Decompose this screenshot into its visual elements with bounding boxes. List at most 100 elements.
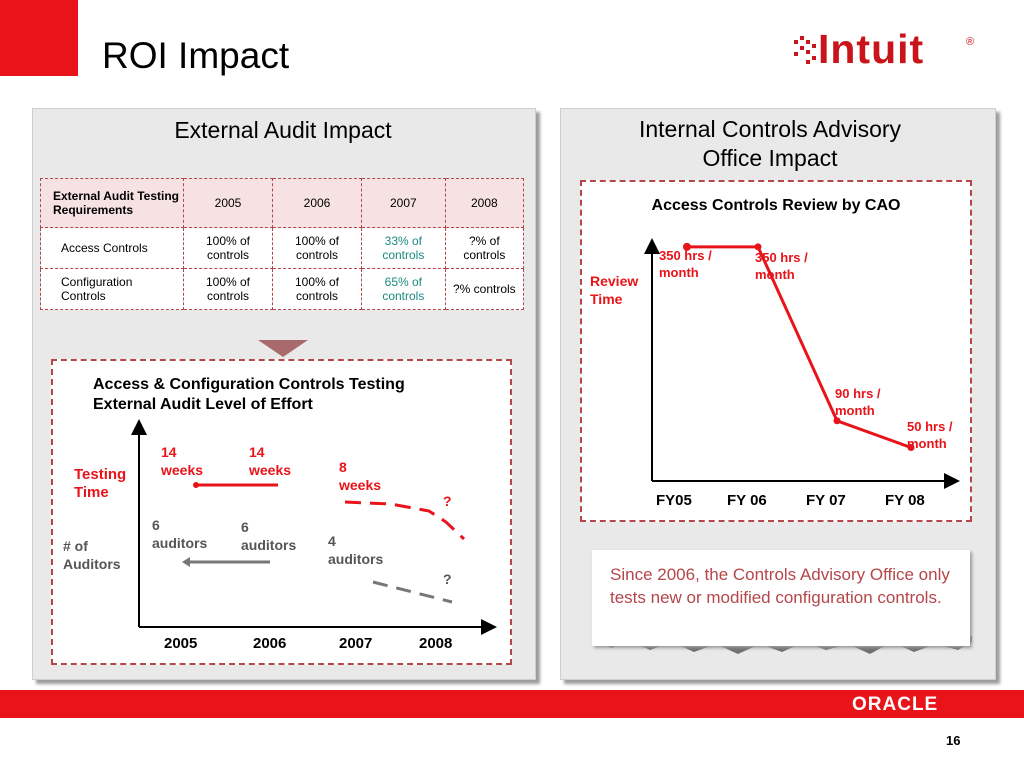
point-label-fy06: 350 hrs / month bbox=[755, 249, 808, 283]
cao-y-label-line: Review bbox=[590, 273, 639, 289]
table-row: Access Controls 100% of controls 100% of… bbox=[40, 227, 525, 269]
weeks-2007-label: 8 weeks bbox=[339, 458, 381, 494]
testing-time-point bbox=[193, 482, 199, 488]
access-controls-box bbox=[580, 180, 972, 522]
point-label-line: 350 hrs / bbox=[755, 250, 808, 265]
table-header-cell: 2006 bbox=[272, 178, 362, 228]
row-label: Access Controls bbox=[40, 227, 184, 269]
annotation-line: 14 bbox=[249, 444, 265, 460]
effort-x-tick: 2006 bbox=[253, 635, 287, 652]
heading-line-1: Internal Controls Advisory bbox=[638, 116, 902, 142]
oracle-logo: ORACLE bbox=[852, 694, 939, 715]
footer-bar bbox=[0, 690, 1024, 718]
point-label-fy05: 350 hrs / month bbox=[659, 247, 712, 281]
cao-chart bbox=[644, 238, 960, 489]
auditors-label-line: Auditors bbox=[63, 556, 121, 572]
cao-x-tick: FY05 bbox=[656, 492, 692, 509]
point-label-fy08: 50 hrs / month bbox=[907, 418, 953, 452]
cao-x-tick: FY 06 bbox=[727, 492, 767, 509]
table-header-cell: 2007 bbox=[361, 178, 446, 228]
annotation-line: 6 bbox=[152, 517, 160, 533]
cao-data-point bbox=[907, 444, 915, 452]
annotation-line: weeks bbox=[339, 477, 382, 493]
table-cell: 65% of controls bbox=[361, 268, 446, 310]
table-header-row: External Audit Testing Requirements 2005… bbox=[40, 178, 525, 228]
table-cell: ?% of controls bbox=[444, 227, 525, 269]
auditors-label: # of Auditors bbox=[63, 537, 121, 573]
annotation-line: auditors bbox=[152, 535, 208, 551]
table-header-cell: External Audit Testing Requirements bbox=[40, 178, 184, 228]
intuit-logo: Intuit bbox=[818, 26, 925, 72]
registered-mark: ® bbox=[966, 36, 975, 48]
table-cell: 100% of controls bbox=[183, 227, 273, 269]
auditors-2005-label: 6 auditors bbox=[152, 516, 207, 552]
point-label-line: month bbox=[755, 267, 795, 282]
effort-x-tick: 2008 bbox=[419, 635, 453, 652]
audit-requirements-table: External Audit Testing Requirements 2005… bbox=[40, 178, 525, 310]
annotation-line: 14 bbox=[161, 444, 177, 460]
annotation-line: auditors bbox=[328, 551, 384, 567]
effort-chart bbox=[131, 419, 497, 635]
slide-title: ROI Impact bbox=[102, 35, 290, 76]
weeks-2005-label: 14 weeks bbox=[161, 443, 203, 479]
table-cell: ?% controls bbox=[444, 268, 525, 310]
point-label-fy07: 90 hrs / month bbox=[835, 385, 881, 419]
auditors-2007-label: 4 auditors bbox=[328, 532, 383, 568]
intuit-logo-mark-icon bbox=[794, 36, 816, 64]
auditors-unknown: ? bbox=[443, 571, 452, 587]
testing-time-label-line: Time bbox=[74, 484, 109, 501]
point-label-line: month bbox=[907, 436, 947, 451]
testing-time-unknown: ? bbox=[443, 493, 452, 509]
auditors-2006-label: 6 auditors bbox=[241, 518, 296, 554]
cao-y-label-line: Time bbox=[590, 291, 623, 307]
down-arrow-icon bbox=[258, 340, 308, 357]
weeks-2006-label: 14 weeks bbox=[249, 443, 291, 479]
effort-x-tick: 2005 bbox=[164, 635, 198, 652]
annotation-line: weeks bbox=[161, 462, 204, 478]
testing-time-label-line: Testing bbox=[74, 466, 127, 483]
auditors-label-line: # of bbox=[63, 538, 88, 554]
cao-data-point bbox=[833, 417, 841, 425]
point-label-line: month bbox=[835, 403, 875, 418]
point-label-line: month bbox=[659, 265, 699, 280]
testing-time-projection bbox=[344, 500, 466, 541]
testing-time-label: Testing Time bbox=[74, 466, 126, 502]
effort-x-tick: 2007 bbox=[339, 635, 373, 652]
effort-title-line-1: Access & Configuration Controls Testing bbox=[93, 376, 405, 393]
point-label-line: 350 hrs / bbox=[659, 248, 712, 263]
annotation-line: auditors bbox=[241, 537, 297, 553]
cao-x-tick: FY 08 bbox=[885, 492, 925, 509]
point-label-line: 90 hrs / bbox=[835, 386, 881, 401]
annotation-line: 6 bbox=[241, 519, 249, 535]
table-cell: 100% of controls bbox=[272, 227, 362, 269]
table-cell: 33% of controls bbox=[361, 227, 446, 269]
heading-line-2: Office Impact bbox=[702, 145, 838, 171]
level-of-effort-box bbox=[51, 359, 512, 665]
corner-accent bbox=[0, 0, 78, 76]
cao-chart-title: Access Controls Review by CAO bbox=[651, 197, 901, 214]
table-cell: 100% of controls bbox=[183, 268, 273, 310]
table-header-cell: 2008 bbox=[444, 178, 525, 228]
cao-data-point bbox=[754, 243, 762, 251]
row-label: Configuration Controls bbox=[40, 268, 184, 310]
auditors-projection bbox=[372, 580, 453, 604]
effort-chart-title: Access & Configuration Controls Testing … bbox=[93, 375, 405, 415]
table-row: Configuration Controls 100% of controls … bbox=[40, 268, 525, 310]
cao-series-line bbox=[687, 245, 912, 449]
table-cell: 100% of controls bbox=[272, 268, 362, 310]
note-card bbox=[592, 550, 970, 646]
point-label-line: 50 hrs / bbox=[907, 419, 953, 434]
annotation-line: 4 bbox=[328, 533, 336, 549]
note-text: Since 2006, the Controls Advisory Office… bbox=[610, 565, 950, 607]
page-number: 16 bbox=[946, 733, 961, 748]
cao-y-label: Review Time bbox=[590, 272, 638, 308]
table-header-cell: 2005 bbox=[183, 178, 273, 228]
effort-title-line-2: External Audit Level of Effort bbox=[93, 396, 313, 413]
annotation-line: 8 bbox=[339, 459, 347, 475]
external-audit-heading: External Audit Impact bbox=[174, 117, 392, 143]
cao-x-tick: FY 07 bbox=[806, 492, 846, 509]
advisory-office-heading: Internal Controls Advisory Office Impact bbox=[560, 115, 980, 173]
cao-data-point bbox=[683, 242, 691, 251]
annotation-line: weeks bbox=[249, 462, 292, 478]
auditors-arrow-icon bbox=[182, 557, 190, 567]
